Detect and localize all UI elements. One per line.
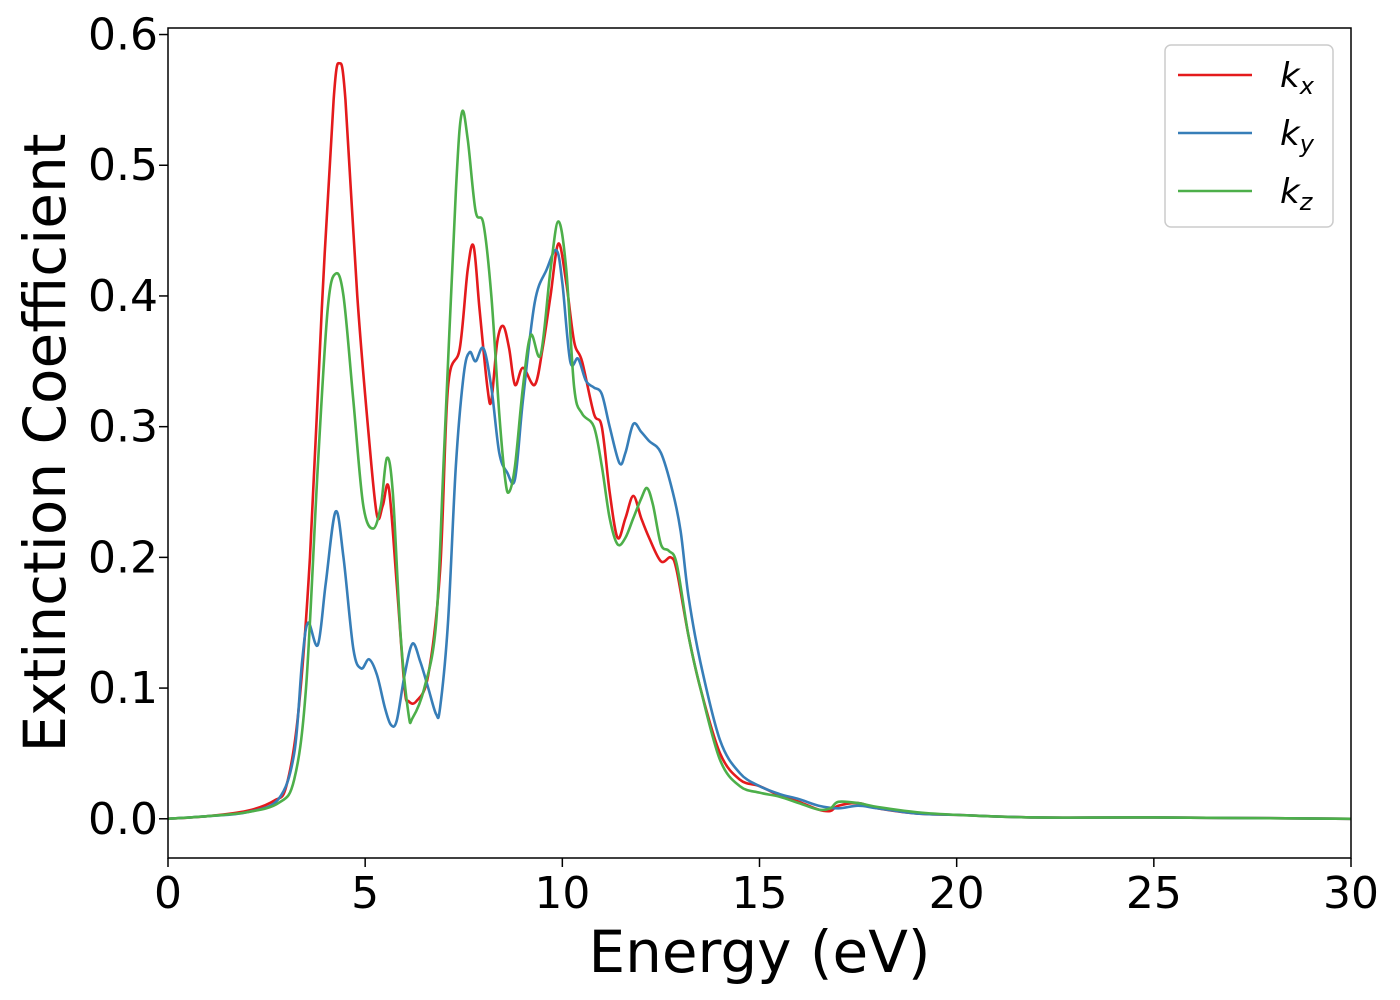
x-tick-label: 15: [732, 868, 788, 919]
legend-label-main: k: [1280, 172, 1301, 212]
y-tick-label: 0.6: [88, 10, 158, 61]
series-line-ky: [168, 248, 1351, 821]
y-tick-label: 0.2: [88, 532, 158, 583]
legend-label-subscript: x: [1299, 72, 1315, 100]
legend-label-ky: ky: [1280, 114, 1315, 158]
legend-label-kz: kz: [1280, 172, 1314, 216]
x-tick-label: 20: [929, 868, 985, 919]
y-axis: 0.0 0.1 0.2 0.3 0.4 0.5 0.6: [88, 10, 168, 845]
legend-box: [1164, 44, 1334, 228]
x-axis-title: Energy (eV): [588, 918, 930, 986]
legend-label-subscript: z: [1299, 188, 1314, 216]
y-tick-label: 0.1: [88, 663, 158, 714]
x-tick-label: 10: [534, 868, 590, 919]
legend-label-kx: kx: [1280, 56, 1315, 100]
y-axis-title: Extinction Coefficient: [11, 134, 79, 753]
x-tick-label: 0: [154, 868, 182, 919]
x-tick-label: 25: [1126, 868, 1182, 919]
y-tick-label: 0.4: [88, 271, 158, 322]
y-tick-label: 0.0: [88, 794, 158, 845]
legend-label-main: k: [1280, 56, 1301, 96]
series-line-kz: [168, 109, 1351, 821]
legend-label-main: k: [1280, 114, 1301, 154]
x-tick-label: 30: [1323, 868, 1379, 919]
x-tick-label: 5: [351, 868, 379, 919]
x-axis: 0 5 10 15 20 25 30: [154, 858, 1379, 919]
y-tick-label: 0.3: [88, 402, 158, 453]
series-layer: [168, 61, 1351, 821]
legend-label-subscript: y: [1299, 130, 1315, 158]
y-tick-label: 0.5: [88, 140, 158, 191]
